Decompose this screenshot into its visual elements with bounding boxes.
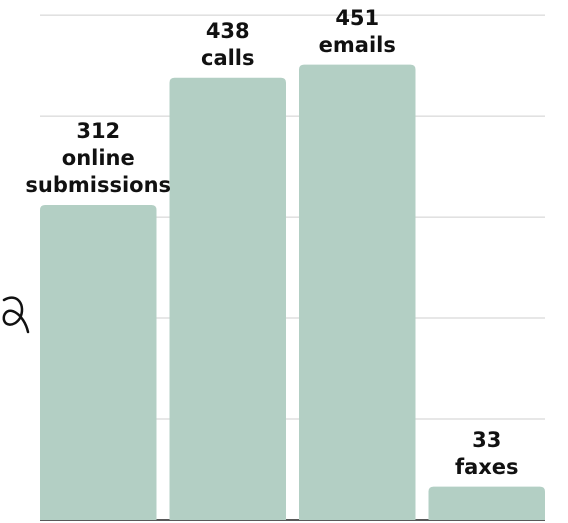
bar <box>169 77 286 521</box>
value-label: 312 <box>76 118 121 143</box>
value-label: 438 <box>205 18 250 43</box>
category-label: online submissions <box>25 145 172 197</box>
bar-label: 312 online submissions <box>11 118 186 199</box>
bar <box>428 486 545 520</box>
category-label: faxes <box>454 454 519 479</box>
bar <box>40 204 157 520</box>
category-label: emails <box>318 32 396 57</box>
category-label: calls <box>200 45 255 70</box>
decorative-squiggle <box>2 296 30 334</box>
value-label: 451 <box>335 5 380 30</box>
bar-label: 438 calls <box>201 18 255 72</box>
bar <box>299 64 416 520</box>
bar-label: 33 faxes <box>446 427 527 481</box>
bar-label: 451 emails <box>319 5 396 59</box>
value-label: 33 <box>472 427 502 452</box>
